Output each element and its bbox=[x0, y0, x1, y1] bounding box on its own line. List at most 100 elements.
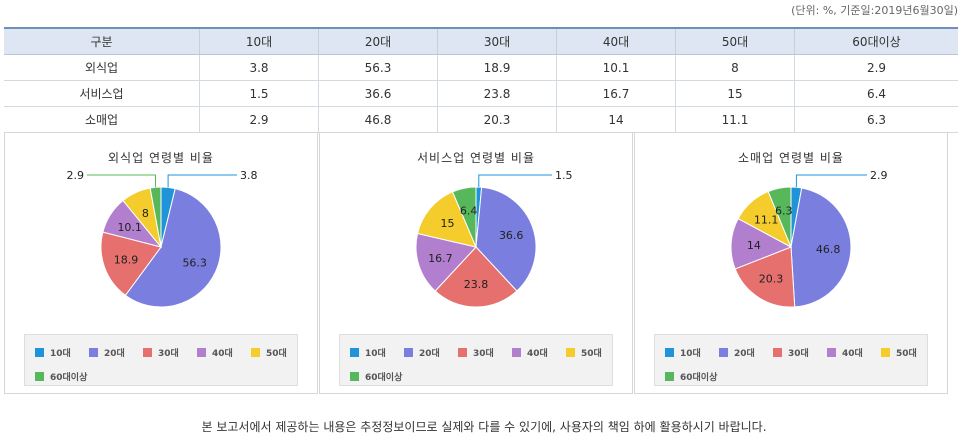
legend-swatch bbox=[35, 372, 44, 381]
table-cell: 외식업 bbox=[4, 54, 200, 81]
legend-item: 40대 bbox=[827, 346, 863, 359]
legend-swatch bbox=[773, 348, 782, 357]
chart-title-restaurant: 외식업 연령별 비율 bbox=[108, 151, 214, 165]
legend-swatch bbox=[197, 348, 206, 357]
table-cell: 6.3 bbox=[794, 106, 958, 133]
table-cell: 16.7 bbox=[556, 80, 676, 107]
legend-item: 10대 bbox=[665, 346, 701, 359]
legend-item: 40대 bbox=[197, 346, 233, 359]
header-50s: 50대 bbox=[675, 27, 795, 55]
legend-swatch bbox=[881, 348, 890, 357]
pie-slice-2 bbox=[790, 187, 852, 308]
legend-item: 30대 bbox=[143, 346, 179, 359]
legend-label: 30대 bbox=[158, 349, 179, 359]
pie-slice-4 bbox=[730, 217, 793, 270]
header-10s: 10대 bbox=[199, 27, 319, 55]
slice-data-label: 56.3 bbox=[182, 257, 207, 270]
legend-item: 20대 bbox=[404, 346, 440, 359]
pie-slice-3 bbox=[434, 246, 518, 308]
legend-item: 50대 bbox=[566, 346, 602, 359]
legend-item: 30대 bbox=[773, 346, 809, 359]
table-cell: 14 bbox=[556, 106, 676, 133]
slice-data-label: 6.3 bbox=[775, 205, 793, 218]
slice-data-label: 2.9 bbox=[67, 169, 85, 182]
slice-data-label: 16.7 bbox=[428, 252, 453, 265]
legend-swatch bbox=[350, 372, 359, 381]
slice-data-label: 46.8 bbox=[816, 243, 841, 256]
chart-legend-restaurant: 10대 20대 30대 40대 50대 60대이상 bbox=[24, 334, 298, 386]
slice-data-label: 2.9 bbox=[870, 169, 888, 182]
legend-label: 10대 bbox=[680, 349, 701, 359]
legend-label: 30대 bbox=[473, 349, 494, 359]
legend-label: 60대이상 bbox=[50, 373, 88, 383]
header-30s: 30대 bbox=[437, 27, 557, 55]
legend-swatch bbox=[89, 348, 98, 357]
table-cell: 18.9 bbox=[437, 54, 557, 81]
legend-label: 20대 bbox=[419, 349, 440, 359]
table-cell: 8 bbox=[675, 54, 795, 81]
pie-slice-3 bbox=[100, 231, 162, 297]
table-cell: 11.1 bbox=[675, 106, 795, 133]
legend-label: 40대 bbox=[842, 349, 863, 359]
chart-panel-restaurant: 3.8 56.3 18.9 10.1 8 2.9 외식업 연령별 비율 10대 20대 30대… bbox=[4, 132, 318, 394]
pie-slice-2 bbox=[475, 186, 537, 292]
table-cell: 20.3 bbox=[437, 106, 557, 133]
slice-data-label: 23.8 bbox=[464, 278, 489, 291]
chart-panel-retail: 2.9 46.8 20.3 14 11.1 6.3 소매업 연령별 비율 10대 20대 30… bbox=[634, 132, 948, 394]
pie-slice-4 bbox=[415, 232, 477, 292]
legend-label: 50대 bbox=[896, 349, 917, 359]
legend-label: 20대 bbox=[734, 349, 755, 359]
legend-label: 30대 bbox=[788, 349, 809, 359]
chart-legend-retail: 10대 20대 30대 40대 50대 60대이상 bbox=[654, 334, 928, 386]
legend-item: 10대 bbox=[35, 346, 71, 359]
pie-chart-retail: 2.9 46.8 20.3 14 11.16.3 bbox=[730, 169, 888, 308]
legend-swatch bbox=[404, 348, 413, 357]
table-cell: 15 bbox=[675, 80, 795, 107]
legend-swatch bbox=[458, 348, 467, 357]
slice-data-label: 6.4 bbox=[460, 205, 478, 218]
header-40s: 40대 bbox=[556, 27, 676, 55]
slice-data-label: 3.8 bbox=[240, 169, 258, 182]
legend-swatch bbox=[665, 348, 674, 357]
slice-data-label: 11.1 bbox=[754, 213, 779, 226]
leader-line bbox=[167, 174, 237, 188]
table-cell: 56.3 bbox=[318, 54, 438, 81]
table-cell: 46.8 bbox=[318, 106, 438, 133]
slice-data-label: 18.9 bbox=[114, 254, 139, 267]
legend-swatch bbox=[350, 348, 359, 357]
pie-slice-2 bbox=[124, 188, 222, 308]
legend-item: 20대 bbox=[89, 346, 125, 359]
header-20s: 20대 bbox=[318, 27, 438, 55]
legend-swatch bbox=[665, 372, 674, 381]
leader-line bbox=[478, 174, 552, 188]
legend-item: 60대이상 bbox=[350, 370, 402, 383]
legend-label: 40대 bbox=[212, 349, 233, 359]
legend-item: 60대이상 bbox=[35, 370, 87, 383]
chart-legend-service: 10대 20대 30대 40대 50대 60대이상 bbox=[339, 334, 613, 386]
slice-data-label: 1.5 bbox=[555, 169, 573, 182]
legend-item: 60대이상 bbox=[665, 370, 717, 383]
legend-label: 50대 bbox=[581, 349, 602, 359]
table-cell: 23.8 bbox=[437, 80, 557, 107]
table-cell: 2.9 bbox=[794, 54, 958, 81]
table-cell: 36.6 bbox=[318, 80, 438, 107]
legend-label: 10대 bbox=[365, 349, 386, 359]
legend-label: 10대 bbox=[50, 349, 71, 359]
chart-panel-service: 1.5 36.6 23.8 16.7 15 6.4 서비스업 연령별 비율 10대 20대 3… bbox=[319, 132, 633, 394]
unit-note: (단위: %, 기준일:2019년6월30일) bbox=[791, 4, 958, 17]
legend-item: 40대 bbox=[512, 346, 548, 359]
table-row: 서비스업 1.5 36.6 23.8 16.7 15 6.4 bbox=[4, 80, 958, 107]
slice-data-label: 36.6 bbox=[499, 229, 524, 242]
pie-chart-restaurant: 3.8 56.3 18.9 10.18 2.9 bbox=[67, 169, 258, 308]
table-row: 외식업 3.8 56.3 18.9 10.1 8 2.9 bbox=[4, 54, 958, 81]
table-cell: 3.8 bbox=[199, 54, 319, 81]
stats-table: 구분 10대 20대 30대 40대 50대 60대이상 외식업 3.8 56.… bbox=[4, 27, 958, 133]
pie-slice-6 bbox=[767, 186, 792, 248]
pie-slice-5 bbox=[416, 191, 477, 248]
chart-title-service: 서비스업 연령별 비율 bbox=[417, 151, 535, 165]
legend-item: 50대 bbox=[251, 346, 287, 359]
pie-chart-service: 1.5 36.6 23.8 16.7 15 6.4 bbox=[415, 169, 573, 308]
table-cell: 서비스업 bbox=[4, 80, 200, 107]
legend-swatch bbox=[827, 348, 836, 357]
legend-label: 20대 bbox=[104, 349, 125, 359]
